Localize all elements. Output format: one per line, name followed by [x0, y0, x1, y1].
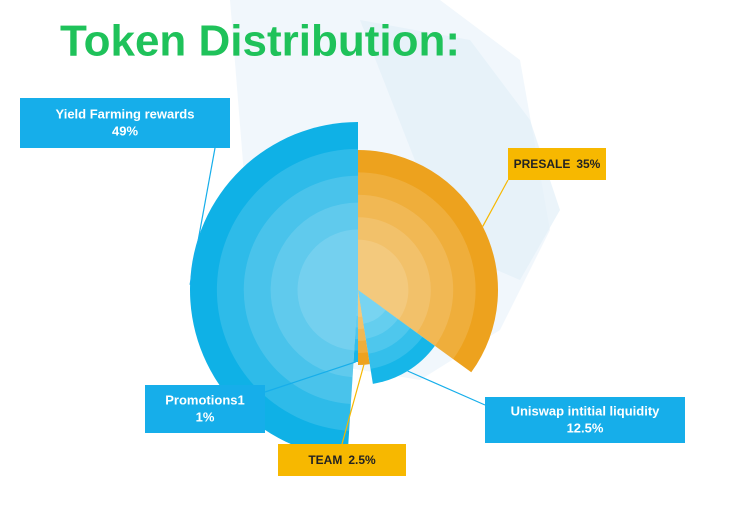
- category-label: Promotions1: [165, 392, 244, 407]
- category-label: PRESALE: [514, 157, 571, 171]
- leader-line: [407, 370, 486, 406]
- slice-ring: [358, 290, 368, 353]
- label-box: [485, 397, 685, 443]
- label-box: [278, 444, 406, 476]
- data-label: TEAM 2.5%: [308, 453, 376, 467]
- slice-ring: [355, 290, 358, 328]
- value-label: 12.5%: [567, 420, 604, 435]
- label-box: [20, 98, 230, 148]
- pie-slice: [358, 290, 370, 365]
- slice-ring: [358, 172, 476, 360]
- category-label: Uniswap intitial liquidity: [511, 403, 661, 418]
- labels: PRESALE 35% Uniswap intitial liquidity 12.5…: [20, 98, 685, 476]
- pie-slice: [358, 290, 435, 384]
- pie-slice: [190, 122, 358, 458]
- label-box: [145, 385, 265, 433]
- leader-line: [341, 364, 365, 445]
- pie-slice: [358, 150, 499, 373]
- data-label: PRESALE 35%: [514, 157, 601, 171]
- slice-ring: [358, 290, 363, 317]
- value-label: 49%: [112, 123, 138, 138]
- category-label: Yield Farming rewards: [56, 106, 195, 121]
- leader-line: [482, 179, 509, 227]
- slice-ring: [297, 229, 358, 351]
- label-box: [508, 148, 606, 180]
- slice-ring: [358, 290, 365, 329]
- slice-ring: [358, 194, 454, 346]
- slice-ring: [358, 290, 411, 354]
- slice-ring: [354, 290, 358, 351]
- chart-title: Token Distribution:: [60, 17, 460, 66]
- leader-line: [189, 147, 216, 285]
- background-shape: [360, 20, 560, 280]
- leader-line: [264, 361, 356, 393]
- slice-ring: [358, 239, 409, 320]
- value-label: 35%: [576, 157, 600, 171]
- pie-slice: [353, 290, 358, 362]
- slice-ring: [358, 217, 431, 333]
- pie: [190, 122, 499, 458]
- value-label: 2.5%: [348, 453, 376, 467]
- slice-ring: [270, 202, 358, 378]
- slice-ring: [358, 290, 423, 369]
- category-label: TEAM: [308, 453, 342, 467]
- slice-ring: [358, 290, 398, 339]
- slice-ring: [216, 148, 358, 431]
- slice-ring: [243, 175, 358, 405]
- slice-ring: [354, 290, 358, 339]
- slice-ring: [356, 290, 358, 316]
- slice-ring: [358, 290, 366, 341]
- value-label: 1%: [196, 409, 215, 424]
- slice-ring: [358, 290, 386, 324]
